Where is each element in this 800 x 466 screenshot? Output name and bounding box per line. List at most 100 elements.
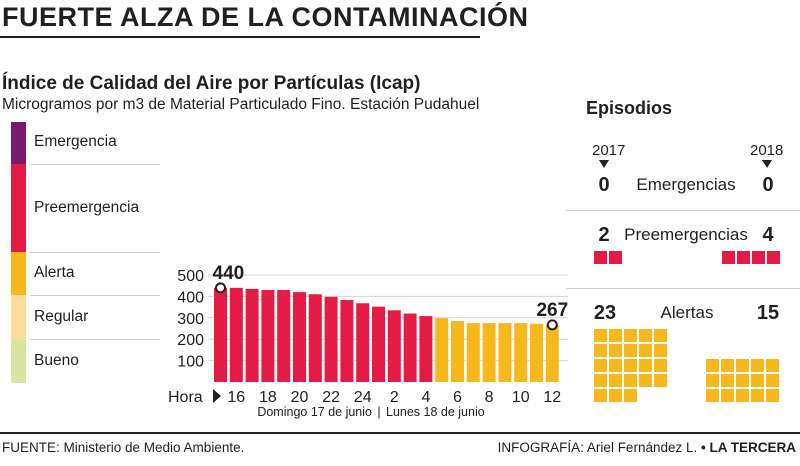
episode-square [706, 359, 719, 372]
bar [277, 289, 291, 382]
episode-square [639, 344, 652, 357]
y-tick-label: 200 [177, 332, 204, 349]
bar [435, 318, 449, 382]
year-2018-label: 2018 [750, 142, 784, 159]
source-note: FUENTE: Ministerio de Medio Ambiente. [2, 440, 245, 455]
episode-square [624, 389, 637, 402]
x-tick-label: 22 [322, 389, 340, 406]
alertas-2017-count: 23 [593, 302, 617, 324]
value-marker [546, 319, 558, 331]
bar [261, 289, 275, 382]
bar [293, 292, 306, 382]
x-tick-label: 4 [421, 389, 430, 406]
episode-square [766, 359, 779, 372]
legend-band-regular [11, 295, 26, 339]
emergencias-2018-count: 0 [762, 174, 774, 196]
legend-band-emergencia [11, 122, 26, 164]
bar [245, 288, 259, 382]
episode-square [609, 389, 622, 402]
legend-label-regular: Regular [34, 308, 89, 325]
bar [482, 323, 496, 382]
y-tick-label: 500 [177, 268, 204, 285]
legend-label-preemergencia: Preemergencia [34, 199, 140, 216]
x-group-label: Lunes 18 de junio [386, 405, 485, 419]
legend-band-alerta [11, 252, 26, 295]
episode-square [721, 374, 734, 387]
episode-square [639, 329, 652, 342]
x-tick-label: 18 [259, 389, 277, 406]
episode-square [751, 359, 764, 372]
episodes-separator [566, 288, 800, 289]
emergencias-2017-count: 0 [598, 174, 610, 196]
pointer-down-icon [762, 160, 772, 168]
bar [214, 287, 227, 382]
bar [229, 287, 243, 382]
bar [356, 303, 370, 382]
y-tick-label: 400 [177, 289, 204, 306]
credit-line: INFOGRAFÍA: Ariel Fernández L. • LA TERC… [498, 440, 796, 455]
episode-square [736, 374, 749, 387]
x-group-label: Domingo 17 de junio [257, 405, 372, 419]
pointer-down-icon [599, 160, 609, 168]
footer-rule [0, 432, 800, 434]
episode-square [751, 374, 764, 387]
episode-square [639, 374, 652, 387]
episode-square [736, 389, 749, 402]
alertas-label: Alertas [660, 303, 714, 322]
value-label: 440 [213, 263, 245, 284]
value-marker [215, 282, 226, 294]
legend-separator [30, 295, 160, 296]
x-tick-label: 8 [485, 389, 494, 406]
preemergencias-2017-count: 2 [598, 224, 610, 246]
alertas-2018-squares [706, 359, 781, 402]
y-tick-label: 300 [177, 311, 204, 328]
episode-square [624, 374, 637, 387]
episode-square [751, 389, 764, 402]
episode-square [654, 344, 667, 357]
episodes-separator [566, 210, 800, 211]
chart-subtitle: Microgramos por m3 de Material Particula… [2, 96, 480, 113]
x-tick-label: 2 [390, 389, 399, 406]
bar [419, 316, 433, 382]
episode-square [654, 374, 667, 387]
episode-square [706, 389, 719, 402]
x-tick-label: 6 [453, 389, 462, 406]
bar [545, 324, 559, 382]
episode-square [594, 329, 607, 342]
preemergencias-2018-squares [722, 251, 786, 264]
headline: FUERTE ALZA DE LA CONTAMINACIÓN [2, 2, 529, 32]
alertas-2018-count: 15 [756, 302, 780, 324]
bar [308, 294, 322, 382]
x-tick-label: 24 [354, 389, 372, 406]
x-tick-label: 16 [227, 389, 245, 406]
preemergencias-label: Preemergencias [624, 225, 748, 244]
bar [324, 296, 338, 382]
episode-square [594, 374, 607, 387]
legend-band-preemergencia [11, 164, 26, 252]
episode-square [609, 374, 622, 387]
episode-square [609, 251, 622, 264]
episode-square [766, 389, 779, 402]
bar [372, 306, 385, 382]
year-2017-label: 2017 [592, 142, 626, 159]
episode-square [736, 359, 749, 372]
episode-square [609, 329, 622, 342]
legend-separator [30, 339, 160, 340]
bar [387, 310, 401, 382]
value-label: 267 [536, 300, 568, 321]
episode-square [766, 374, 779, 387]
episode-square [594, 359, 607, 372]
episode-square [639, 359, 652, 372]
bar [451, 321, 464, 382]
emergencias-label: Emergencias [636, 175, 736, 194]
x-tick-label: 20 [291, 389, 309, 406]
episode-square [722, 251, 735, 264]
legend-separator [30, 252, 160, 253]
bar [340, 300, 354, 382]
bar [403, 313, 417, 382]
episode-square [594, 251, 607, 264]
headline-rule [0, 36, 480, 38]
bar [466, 323, 480, 382]
episode-square [654, 329, 667, 342]
